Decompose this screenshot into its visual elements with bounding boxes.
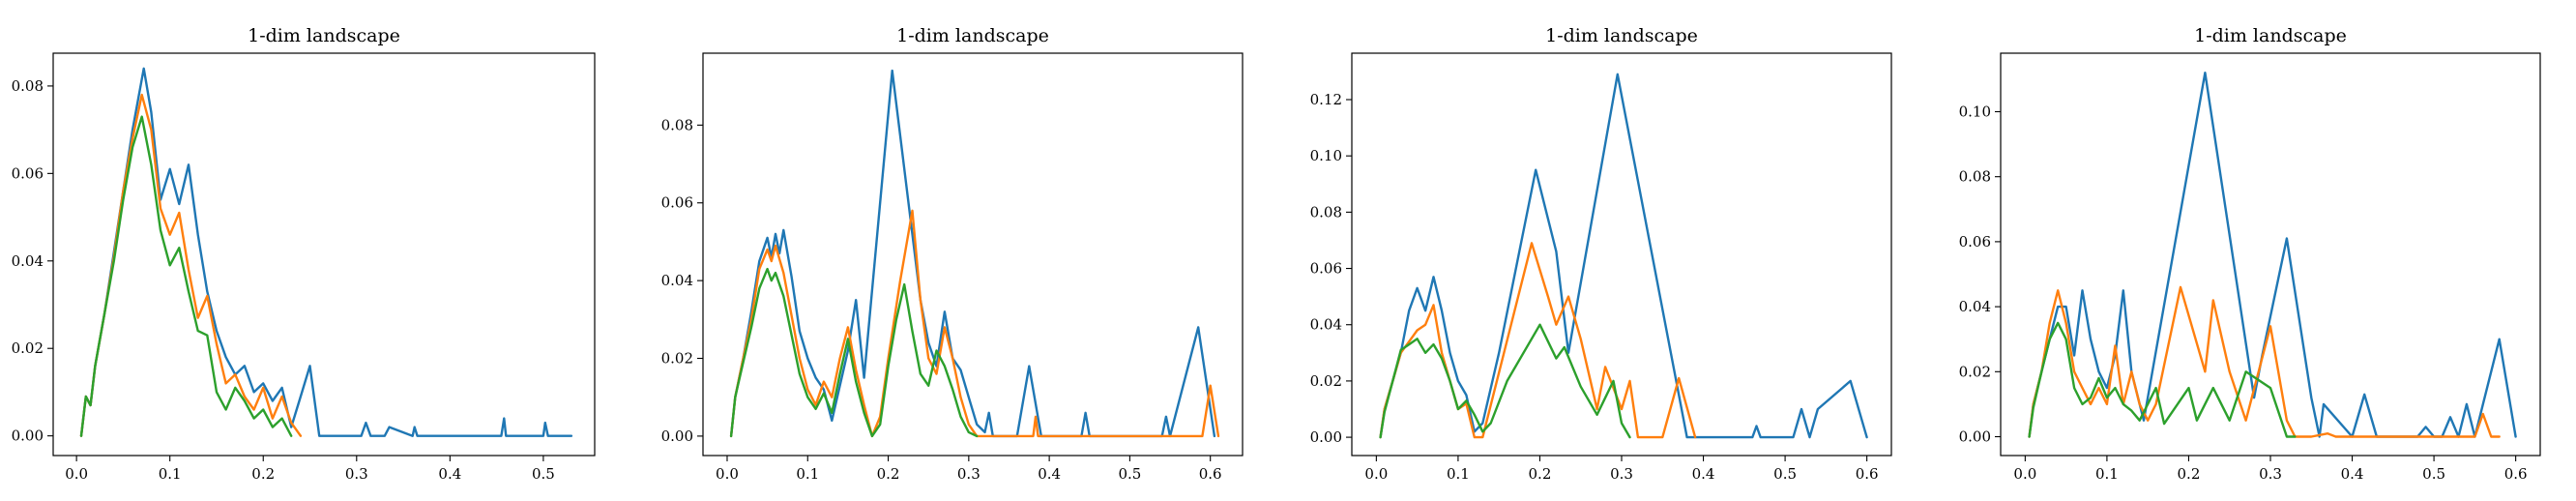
series-line-1 — [1379, 73, 1868, 439]
chart-title: 1-dim landscape — [1545, 25, 1698, 46]
series-line-2 — [729, 209, 1220, 438]
y-tick-label: 0.08 — [1959, 168, 1991, 186]
x-tick-label: 0.0 — [65, 465, 88, 483]
x-tick-label: 0.5 — [532, 465, 555, 483]
axes-frame — [2000, 52, 2541, 457]
x-tick-label: 0.4 — [1038, 465, 1061, 483]
x-tick-label: 0.4 — [1692, 465, 1715, 483]
y-tick-label: 0.06 — [12, 164, 44, 182]
x-tick-label: 0.4 — [2341, 465, 2364, 483]
y-tick-label: 0.00 — [661, 427, 693, 445]
y-tick-label: 0.10 — [1959, 103, 1991, 120]
y-tick-label: 0.02 — [661, 350, 693, 368]
series-line-3 — [79, 115, 293, 437]
series-line-3 — [729, 267, 979, 438]
y-tick-label: 0.04 — [1310, 316, 1342, 334]
y-tick-label: 0.00 — [12, 427, 44, 445]
series-line-1 — [79, 67, 573, 437]
axes-frame — [52, 52, 596, 457]
chart-panel-2: 1-dim landscape 0.0 0.1 0.2 0.3 0.4 0.5 0.6 0.00… — [661, 25, 1244, 483]
axes-frame — [1351, 52, 1892, 457]
y-tick-label: 0.00 — [1959, 428, 1991, 446]
x-tick-label: 0.6 — [2504, 465, 2528, 483]
y-tick-label: 0.08 — [661, 116, 693, 133]
y-tick-label: 0.10 — [1310, 147, 1342, 164]
axes-frame — [702, 52, 1244, 457]
y-tick-label: 0.02 — [1310, 372, 1342, 390]
x-tick-label: 0.3 — [957, 465, 981, 483]
x-tick-label: 0.2 — [2178, 465, 2201, 483]
x-tick-label: 0.1 — [159, 465, 182, 483]
y-tick-label: 0.04 — [661, 272, 693, 289]
chart-title: 1-dim landscape — [2194, 25, 2347, 46]
x-tick-label: 0.3 — [345, 465, 368, 483]
x-tick-label: 0.1 — [1447, 465, 1470, 483]
x-tick-label: 0.3 — [2259, 465, 2282, 483]
y-tick-label: 0.08 — [12, 77, 44, 95]
chart-panel-1: 1-dim landscape 0.0 0.1 0.2 0.3 0.4 0.5 0.00 0.0… — [12, 25, 596, 483]
series-line-3 — [2028, 321, 2297, 438]
y-tick-label: 0.04 — [12, 252, 44, 270]
series-line-1 — [729, 69, 1216, 438]
x-tick-label: 0.5 — [1118, 465, 1141, 483]
x-tick-label: 0.5 — [1773, 465, 1797, 483]
x-tick-label: 0.0 — [1364, 465, 1388, 483]
y-tick-label: 0.04 — [1959, 298, 1991, 315]
y-tick-label: 0.02 — [1959, 363, 1991, 380]
x-tick-label: 0.4 — [438, 465, 461, 483]
series-line-1 — [2028, 71, 2517, 438]
y-tick-label: 0.08 — [1310, 203, 1342, 221]
x-tick-label: 0.6 — [1856, 465, 1879, 483]
chart-title: 1-dim landscape — [248, 25, 400, 46]
chart-title: 1-dim landscape — [896, 25, 1049, 46]
y-tick-label: 0.06 — [1959, 233, 1991, 250]
chart-panel-3: 1-dim landscape 0.0 0.1 0.2 0.3 0.4 0.5 0.6 0.00… — [1310, 25, 1892, 483]
series-line-2 — [1379, 242, 1697, 439]
x-tick-label: 0.2 — [1529, 465, 1552, 483]
x-tick-label: 0.0 — [716, 465, 739, 483]
x-tick-label: 0.5 — [2422, 465, 2445, 483]
series-line-3 — [1379, 323, 1631, 439]
x-tick-label: 0.0 — [2013, 465, 2036, 483]
chart-panel-4: 1-dim landscape 0.0 0.1 0.2 0.3 0.4 0.5 0.6 0.00… — [1959, 25, 2541, 483]
x-tick-label: 0.1 — [796, 465, 819, 483]
series-line-2 — [2028, 285, 2501, 438]
x-tick-label: 0.6 — [1199, 465, 1222, 483]
x-tick-label: 0.2 — [251, 465, 275, 483]
x-tick-label: 0.3 — [1610, 465, 1633, 483]
y-tick-label: 0.02 — [12, 339, 44, 357]
y-tick-label: 0.12 — [1310, 91, 1342, 108]
y-tick-label: 0.06 — [661, 194, 693, 212]
x-tick-label: 0.2 — [877, 465, 900, 483]
x-tick-label: 0.1 — [2095, 465, 2119, 483]
y-tick-label: 0.06 — [1310, 260, 1342, 278]
y-tick-label: 0.00 — [1310, 428, 1342, 446]
